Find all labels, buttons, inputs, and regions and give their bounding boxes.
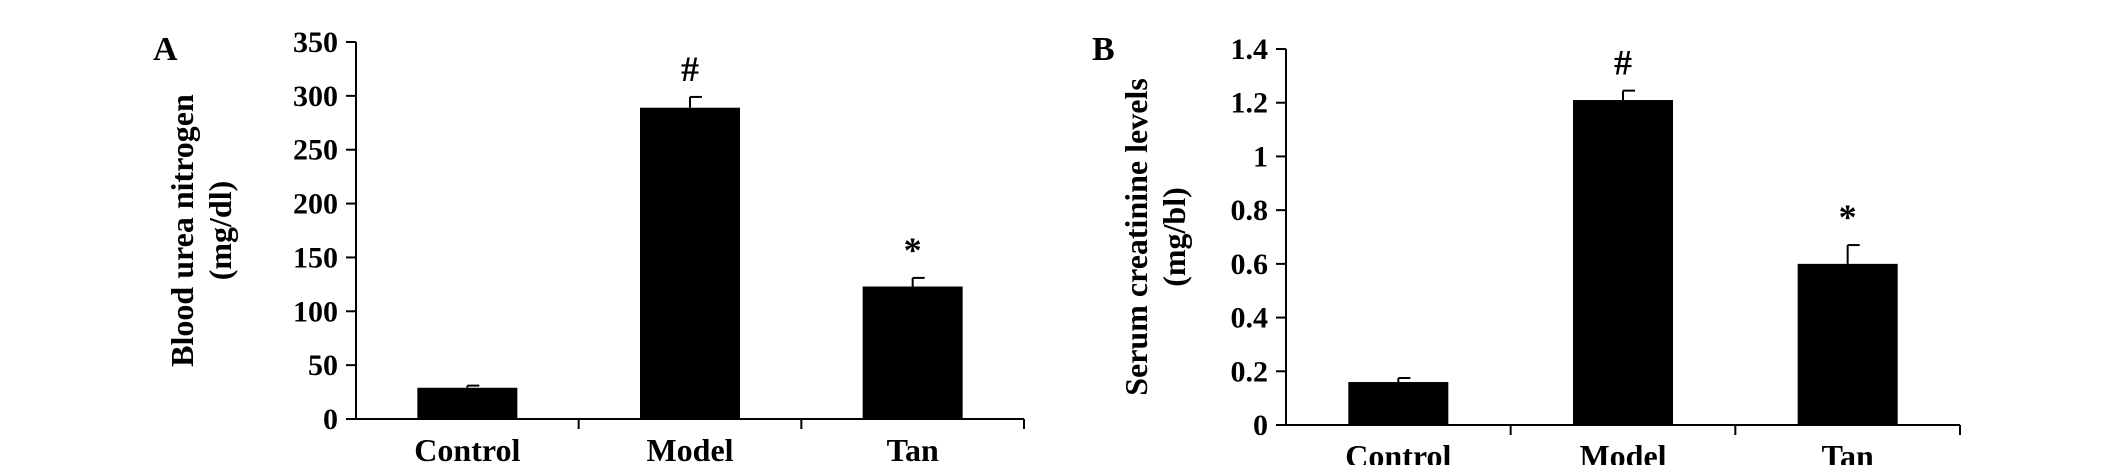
y-tick-label: 0.4 <box>1231 302 1269 335</box>
y-axis-label: Blood urea nitrogen <box>164 94 200 367</box>
significance-marker: * <box>904 230 922 270</box>
y-tick-label: 1.4 <box>1231 33 1269 66</box>
y-tick-label: 1.2 <box>1231 87 1269 120</box>
y-tick-label: 350 <box>293 26 338 59</box>
x-category-label: Tan <box>1822 438 1874 465</box>
chart-panel-a: A 0 50 100 150 200 250 300 350 Control # Model * Tan B… <box>153 26 1025 465</box>
y-tick-label: 250 <box>293 134 338 167</box>
y-tick-label: 50 <box>308 349 338 382</box>
bar-model <box>1573 100 1673 426</box>
y-tick-label: 200 <box>293 188 338 221</box>
bar-tan <box>862 286 963 419</box>
y-tick-label: 0.8 <box>1231 194 1269 227</box>
y-tick-label: 0.6 <box>1231 248 1269 281</box>
y-axis-label: (mg/dl) <box>202 181 238 281</box>
significance-marker: # <box>681 49 699 89</box>
bar-model <box>640 107 740 419</box>
x-category-label: Control <box>414 432 520 465</box>
y-tick-label: 0 <box>1253 409 1268 442</box>
y-tick-label: 150 <box>293 241 338 274</box>
y-tick-label: 0.2 <box>1231 355 1269 388</box>
panel-letter: A <box>153 31 178 68</box>
bar-tan <box>1797 263 1898 425</box>
chart-panel-b: B 0 0.2 0.4 0.6 0.8 1 1.2 1.4 Control # Model * Tan Se… <box>1092 31 1961 465</box>
x-category-label: Control <box>1345 438 1451 465</box>
y-tick-label: 0 <box>323 403 338 436</box>
x-category-label: Tan <box>887 432 939 465</box>
panel-letter: B <box>1092 31 1115 68</box>
significance-marker: # <box>1614 43 1632 83</box>
y-axis-label: (mg/bl) <box>1156 187 1192 287</box>
bar-control <box>1348 382 1449 425</box>
bar-control <box>417 387 518 419</box>
x-category-label: Model <box>1579 438 1666 465</box>
y-axis-label: Serum creatinine levels <box>1118 78 1154 396</box>
y-tick-label: 300 <box>293 80 338 113</box>
y-tick-label: 100 <box>293 295 338 328</box>
significance-marker: * <box>1839 197 1857 237</box>
y-tick-label: 1 <box>1253 140 1268 173</box>
x-category-label: Model <box>646 432 733 465</box>
